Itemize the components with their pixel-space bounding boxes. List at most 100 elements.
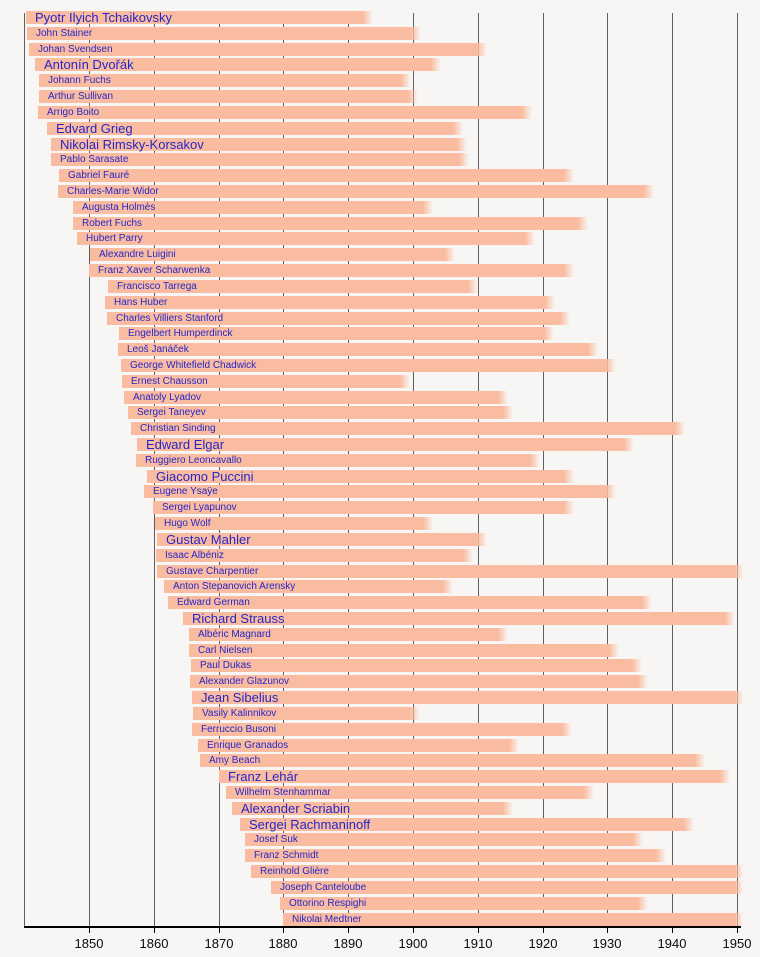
composer-bar: Isaac Albéniz: [156, 549, 473, 562]
composer-label[interactable]: Ferruccio Busoni: [201, 724, 277, 735]
gridline-1880: [283, 13, 284, 926]
composer-label[interactable]: Gustav Mahler: [166, 532, 251, 547]
composer-label[interactable]: Edvard Grieg: [56, 121, 133, 136]
composer-bar: Franz Lehár: [219, 770, 730, 783]
composer-bar: Sergei Rachmaninoff: [240, 818, 694, 831]
composer-label[interactable]: Robert Fuchs: [82, 218, 143, 229]
composer-label[interactable]: Anton Stepanovich Arensky: [173, 581, 296, 592]
composer-label[interactable]: Gustave Charpentier: [166, 566, 259, 577]
composer-bar: Ernest Chausson: [122, 375, 410, 388]
composer-label[interactable]: Franz Lehár: [228, 769, 299, 784]
composer-label[interactable]: Alexander Scriabin: [241, 801, 351, 816]
composer-label[interactable]: Joseph Canteloube: [280, 882, 367, 893]
composer-bar: Franz Xaver Scharwenka: [89, 264, 574, 277]
gridline-1840: [24, 13, 25, 926]
gridline-1850: [89, 13, 90, 926]
composer-label[interactable]: Nikolai Rimsky-Korsakov: [60, 137, 204, 152]
composer-label[interactable]: Eugene Ysaÿe: [153, 486, 218, 497]
composer-label[interactable]: Franz Xaver Scharwenka: [98, 265, 211, 276]
gridline-1900: [413, 13, 414, 926]
x-axis-tick-1920: [543, 928, 544, 933]
composer-label[interactable]: Christian Sinding: [140, 423, 216, 434]
composer-bar: Edward German: [168, 596, 652, 609]
composer-label[interactable]: Arrigo Boito: [47, 107, 100, 118]
gridline-1930: [607, 13, 608, 926]
x-axis-tick-1910: [478, 928, 479, 933]
composer-label[interactable]: Anatoly Lyadov: [133, 392, 202, 403]
composer-label[interactable]: Sergei Lyapunov: [162, 502, 237, 513]
composer-bar: Ottorino Respighi: [280, 897, 648, 910]
composer-label[interactable]: Engelbert Humperdinck: [128, 328, 233, 339]
composer-bar: Wilhelm Stenhammar: [226, 786, 594, 799]
composer-label[interactable]: Johann Fuchs: [48, 75, 111, 86]
composer-label[interactable]: Richard Strauss: [192, 611, 285, 626]
composer-label[interactable]: George Whitefield Chadwick: [130, 360, 257, 371]
composer-label[interactable]: Edward German: [177, 597, 250, 608]
composer-label[interactable]: Pyotr Ilyich Tchaikovsky: [35, 10, 173, 25]
composer-label[interactable]: Augusta Holmès: [82, 202, 156, 213]
composer-bar: Johan Svendsen: [29, 43, 487, 56]
composer-label[interactable]: Wilhelm Stenhammar: [235, 787, 331, 798]
composer-bar: Giacomo Puccini: [147, 470, 574, 483]
gridline-1890: [348, 13, 349, 926]
composer-label[interactable]: Jean Sibelius: [201, 690, 279, 705]
composer-label[interactable]: Francisco Tarrega: [117, 281, 197, 292]
composer-bar: Gustav Mahler: [157, 533, 487, 546]
composer-bar: Hubert Parry: [77, 232, 535, 245]
x-axis-tick-1850: [89, 928, 90, 933]
composer-label[interactable]: Leoš Janáček: [127, 344, 189, 355]
composer-label[interactable]: Ottorino Respighi: [289, 898, 367, 909]
composer-label[interactable]: Enrique Granados: [207, 740, 289, 751]
composer-bar: Vasily Kalinnikov: [193, 707, 420, 720]
composer-label[interactable]: Amy Beach: [209, 755, 261, 766]
composer-label[interactable]: Isaac Albéniz: [165, 550, 224, 561]
composer-bar: Anatoly Lyadov: [124, 391, 508, 404]
composer-label[interactable]: Edward Elgar: [146, 437, 225, 452]
composer-label[interactable]: Charles Villiers Stanford: [116, 313, 224, 324]
x-axis-tick-1950: [737, 928, 738, 933]
composer-bar: Reinhold Glière: [251, 865, 743, 878]
gridline-1870: [219, 13, 220, 926]
composer-label[interactable]: Hugo Wolf: [164, 518, 211, 529]
composer-label[interactable]: Carl Nielsen: [198, 645, 253, 656]
composer-label[interactable]: Charles-Marie Widor: [67, 186, 159, 197]
composer-label[interactable]: Antonín Dvořák: [44, 57, 134, 72]
composer-bar: Christian Sinding: [131, 422, 685, 435]
composer-label[interactable]: Nikolai Medtner: [292, 914, 362, 925]
composer-label[interactable]: Sergei Rachmaninoff: [249, 817, 371, 832]
composer-label[interactable]: Giacomo Puccini: [156, 469, 254, 484]
x-axis-label-1860: 1860: [139, 936, 169, 951]
composer-label[interactable]: Hubert Parry: [86, 233, 143, 244]
composer-label[interactable]: Vasily Kalinnikov: [202, 708, 277, 719]
composer-bar: Charles-Marie Widor: [58, 185, 654, 198]
gridline-1920: [543, 13, 544, 926]
composer-label[interactable]: Ruggiero Leoncavallo: [145, 455, 242, 466]
x-axis-label-1930: 1930: [592, 936, 622, 951]
composer-label[interactable]: Sergei Taneyev: [137, 407, 206, 418]
composer-label[interactable]: Alexandre Luigini: [99, 249, 176, 260]
x-axis-tick-1900: [413, 928, 414, 933]
composer-label[interactable]: Franz Schmidt: [254, 850, 319, 861]
composer-bar: Edward Elgar: [137, 438, 634, 451]
composer-label[interactable]: Alexander Glazunov: [199, 676, 290, 687]
x-axis-tick-1890: [348, 928, 349, 933]
composer-label[interactable]: Reinhold Glière: [260, 866, 329, 877]
composer-bar: Alexandre Luigini: [90, 248, 455, 261]
composer-bar: Gabriel Fauré: [59, 169, 574, 182]
composer-label[interactable]: Arthur Sullivan: [48, 91, 114, 102]
composer-label[interactable]: Hans Huber: [114, 297, 168, 308]
composer-label[interactable]: Johan Svendsen: [38, 44, 113, 55]
composer-bar: Josef Suk: [245, 833, 643, 846]
composer-label[interactable]: Paul Dukas: [200, 660, 252, 671]
composer-label[interactable]: Pablo Sarasate: [60, 154, 129, 165]
composer-label[interactable]: Albéric Magnard: [198, 629, 271, 640]
composer-label[interactable]: Gabriel Fauré: [68, 170, 130, 181]
composer-label[interactable]: Josef Suk: [254, 834, 298, 845]
composer-label[interactable]: Ernest Chausson: [131, 376, 208, 387]
gridline-1860: [154, 13, 155, 926]
x-axis-tick-1880: [283, 928, 284, 933]
composer-bar: Hans Huber: [105, 296, 555, 309]
composer-bar: Gustave Charpentier: [157, 565, 743, 578]
composer-bar: Augusta Holmès: [73, 201, 433, 214]
composer-label[interactable]: John Stainer: [36, 28, 93, 39]
